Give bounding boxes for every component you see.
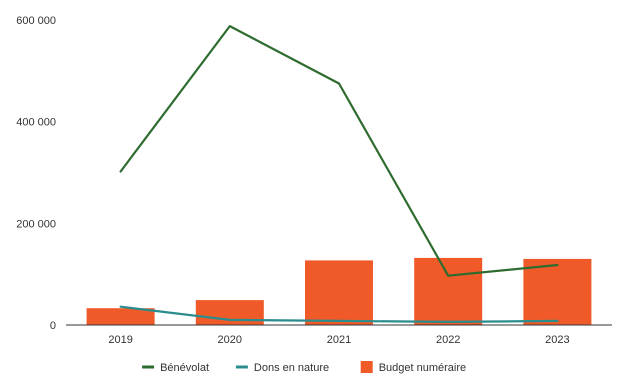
y-tick-label: 200 000 <box>16 218 56 230</box>
x-tick-label: 2019 <box>108 334 132 346</box>
legend-label: Bénévolat <box>160 362 209 374</box>
legend-label: Budget numéraire <box>379 362 466 374</box>
bar-2023 <box>523 258 592 325</box>
bar-2022 <box>414 257 483 325</box>
y-tick-label: 400 000 <box>16 117 56 129</box>
bar-2019 <box>86 308 155 325</box>
x-tick-label: 2021 <box>327 334 351 346</box>
bar-2021 <box>305 260 373 325</box>
bars-layer <box>86 257 592 325</box>
x-tick-label: 2020 <box>218 334 242 346</box>
legend: Bénévolat Dons en nature Budget numéraire <box>142 361 466 374</box>
lines-layer <box>119 25 559 323</box>
x-tick-label: 2023 <box>545 334 569 346</box>
y-axis: 0 200 000 400 000 600 000 <box>16 15 56 332</box>
x-tick-label: 2022 <box>436 334 460 346</box>
bar-2020 <box>195 300 264 325</box>
series-line-0 <box>119 25 559 277</box>
y-tick-label: 600 000 <box>16 15 56 27</box>
legend-label: Dons en nature <box>254 362 329 374</box>
x-axis: 2019 2020 2021 2022 2023 <box>108 334 569 346</box>
y-tick-label: 0 <box>50 320 56 332</box>
legend-swatch-2 <box>360 361 373 373</box>
